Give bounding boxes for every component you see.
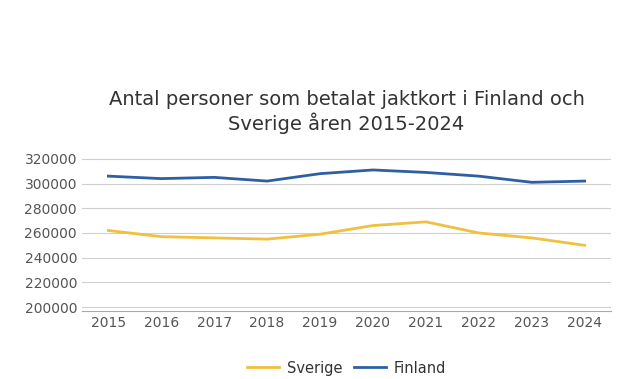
Finland — [316, 171, 324, 176]
Finland — [263, 179, 271, 183]
Sverige — [422, 219, 430, 224]
Sverige — [210, 236, 218, 240]
Finland — [475, 174, 483, 179]
Sverige — [369, 223, 377, 228]
Sverige — [316, 232, 324, 236]
Finland — [158, 176, 165, 181]
Sverige — [158, 234, 165, 239]
Sverige — [105, 228, 112, 233]
Finland — [528, 180, 536, 185]
Title: Antal personer som betalat jaktkort i Finland och
Sverige åren 2015-2024: Antal personer som betalat jaktkort i Fi… — [108, 90, 585, 134]
Line: Sverige: Sverige — [108, 222, 585, 245]
Finland — [105, 174, 112, 179]
Finland — [581, 179, 588, 183]
Line: Finland: Finland — [108, 170, 585, 182]
Sverige — [475, 231, 483, 235]
Legend: Sverige, Finland: Sverige, Finland — [241, 355, 452, 379]
Sverige — [528, 236, 536, 240]
Sverige — [263, 237, 271, 241]
Sverige — [581, 243, 588, 247]
Finland — [210, 175, 218, 180]
Finland — [369, 168, 377, 172]
Finland — [422, 170, 430, 175]
